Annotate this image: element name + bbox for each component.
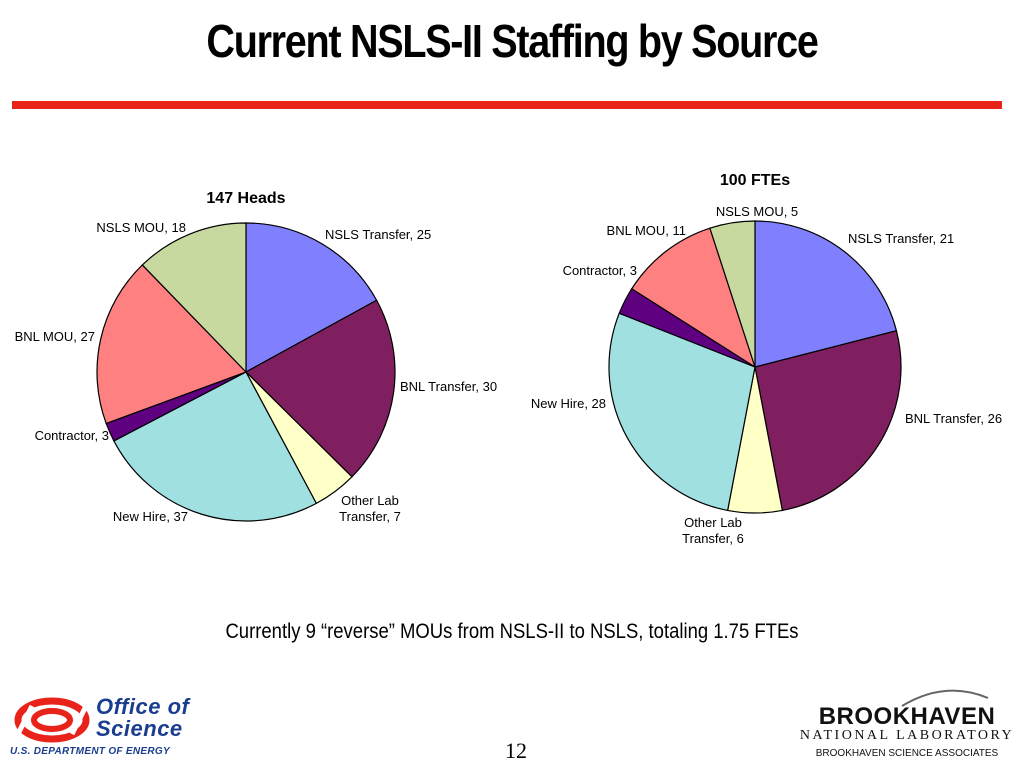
- pie-slice: [709, 220, 756, 368]
- pie-slice: [113, 371, 318, 522]
- slice-label: NSLS MOU, 18: [96, 220, 186, 235]
- brookhaven-logo-line2: NATIONAL LABORATORY: [799, 728, 1015, 743]
- slice-label: New Hire, 37: [113, 509, 188, 524]
- brookhaven-logo-line1: BROOKHAVEN: [818, 703, 996, 730]
- doe-logo-line1: Office of: [96, 694, 190, 719]
- slice-label: Other Lab Transfer, 6: [682, 515, 744, 546]
- slice-label: BNL Transfer, 30: [400, 379, 497, 394]
- pie-chart-2: NSLS Transfer, 21 BNL Transfer, 26 Other L…: [531, 172, 1002, 546]
- pie-slice: [754, 220, 898, 368]
- slice-label: BNL Transfer, 26: [905, 411, 1002, 426]
- slice-label: BNL MOU, 27: [15, 329, 95, 344]
- slice-label: NSLS Transfer, 25: [325, 227, 431, 242]
- brookhaven-logo-line3: BROOKHAVEN SCIENCE ASSOCIATES: [815, 748, 999, 759]
- pie-chart-1: NSLS Transfer, 25 BNL Transfer, 30 Other L…: [15, 190, 498, 524]
- slice-label: NSLS Transfer, 21: [848, 231, 954, 246]
- doe-logo-line3: U.S. DEPARTMENT OF ENERGY: [10, 746, 170, 757]
- brookhaven-swoosh-icon: [901, 689, 989, 707]
- slice-label: New Hire, 28: [531, 396, 606, 411]
- pie-slice: [141, 222, 247, 374]
- slice-label: Contractor, 3: [563, 263, 637, 278]
- slide-title: Current NSLS-II Staffing by Source: [206, 15, 818, 67]
- pie-slice: [96, 264, 248, 425]
- slice-label: NSLS MOU, 5: [716, 204, 798, 219]
- footnote: Currently 9 “reverse” MOUs from NSLS-II …: [225, 620, 799, 643]
- page-number: 12: [505, 738, 527, 763]
- pie-slice: [630, 227, 757, 369]
- pie-slice: [754, 329, 902, 512]
- pie-title: 147 Heads: [206, 190, 285, 207]
- title-rule: [12, 101, 1002, 109]
- office-of-science-logo-icon: [14, 697, 90, 743]
- slice-label: Contractor, 3: [35, 428, 109, 443]
- slice-label: Other Lab Transfer, 7: [339, 493, 401, 524]
- pie-slice: [608, 312, 756, 512]
- pie-slice: [245, 222, 378, 374]
- doe-logo-line2: Science: [96, 716, 183, 741]
- pie-slice: [245, 299, 396, 478]
- pie-title: 100 FTEs: [720, 172, 790, 189]
- slice-label: BNL MOU, 11: [607, 223, 686, 238]
